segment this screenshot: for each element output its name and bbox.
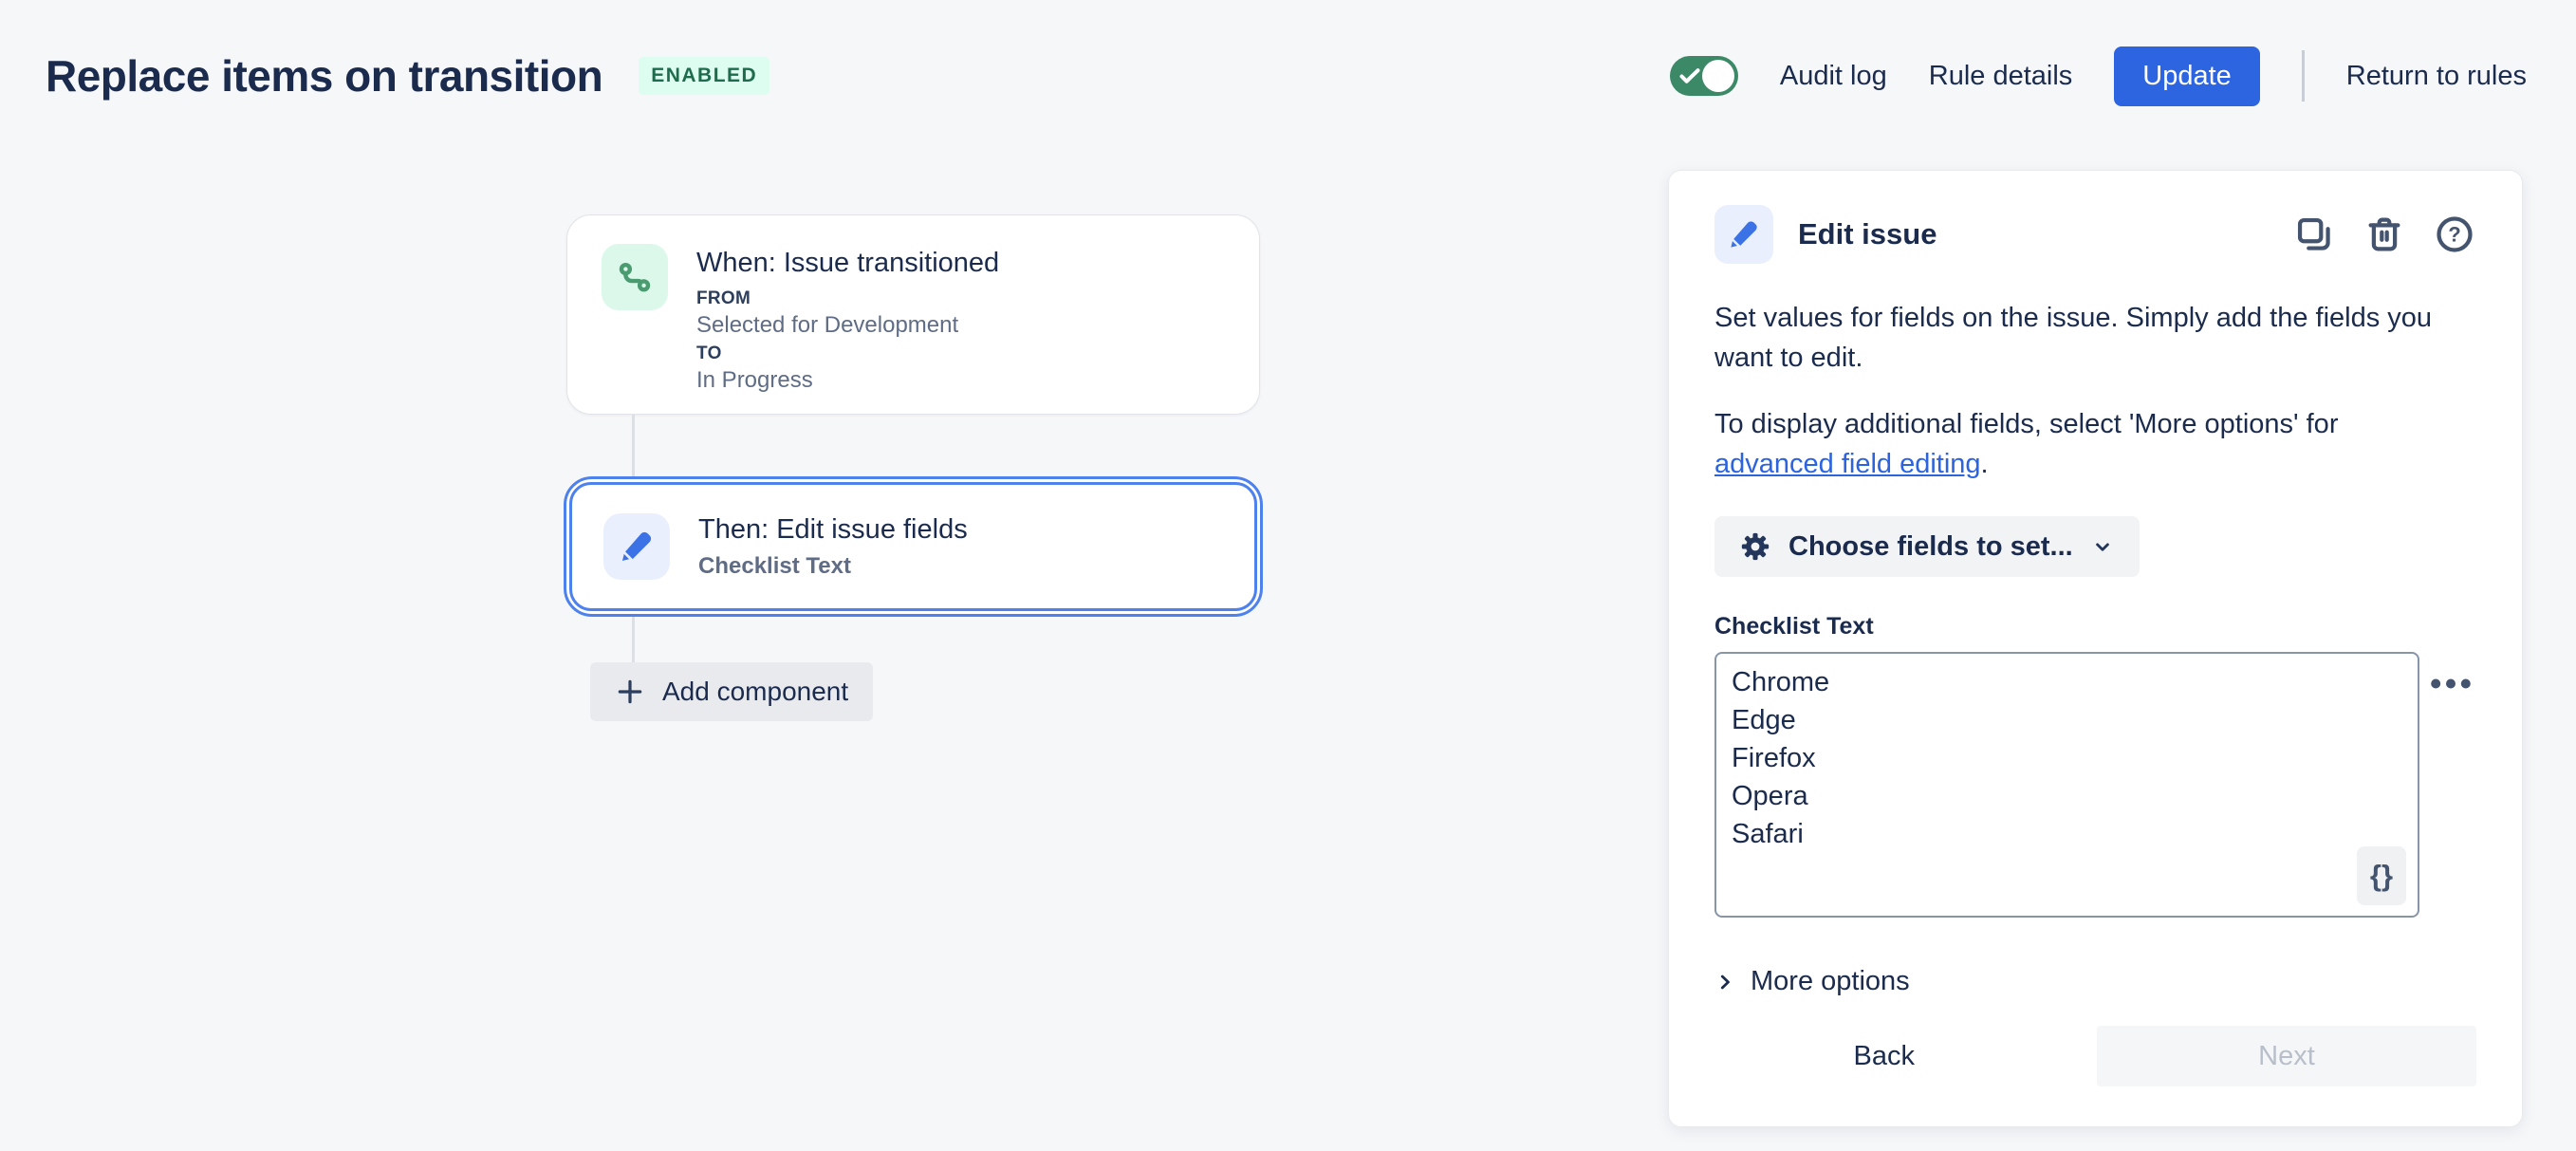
more-options-toggle[interactable]: More options xyxy=(1714,966,2476,997)
trash-icon xyxy=(2363,213,2406,256)
plus-icon xyxy=(615,677,645,707)
duplicate-button[interactable] xyxy=(2292,213,2336,256)
insert-smart-value-button[interactable]: {} xyxy=(2357,846,2406,905)
action-title: Then: Edit issue fields xyxy=(698,513,968,545)
update-button[interactable]: Update xyxy=(2114,46,2260,106)
add-component-button[interactable]: Add component xyxy=(590,662,874,721)
braces-icon: {} xyxy=(2369,859,2394,892)
return-to-rules-button[interactable]: Return to rules xyxy=(2345,60,2527,91)
page-title: Replace items on transition xyxy=(46,51,603,101)
panel-hint: To display additional fields, select 'Mo… xyxy=(1714,404,2476,484)
chevron-down-icon xyxy=(2090,534,2115,559)
help-button[interactable]: ? xyxy=(2433,213,2476,256)
header-toolbar: Audit log Rule details Update Return to … xyxy=(1669,42,2527,110)
trigger-title: When: Issue transitioned xyxy=(696,248,1000,278)
from-label: FROM xyxy=(696,288,751,308)
rule-header: Replace items on transition ENABLED xyxy=(46,42,770,110)
header-divider xyxy=(2301,50,2305,102)
rule-enabled-toggle[interactable] xyxy=(1669,56,1738,96)
rule-details-button[interactable]: Rule details xyxy=(1928,60,2073,91)
field-more-actions-button[interactable] xyxy=(2431,678,2471,689)
trigger-card[interactable]: When: Issue transitioned FROM Selected f… xyxy=(566,214,1260,415)
config-panel: Edit issue xyxy=(1668,170,2523,1127)
toggle-knob xyxy=(1701,60,1734,92)
choose-fields-button[interactable]: Choose fields to set... xyxy=(1714,516,2140,577)
pencil-icon xyxy=(603,513,670,580)
connector-line xyxy=(632,415,635,476)
transition-icon xyxy=(602,244,668,310)
gear-icon xyxy=(1739,530,1771,563)
panel-description: Set values for fields on the issue. Simp… xyxy=(1714,303,2433,373)
action-card-body: Then: Edit issue fields Checklist Text xyxy=(698,514,968,580)
more-options-label: More options xyxy=(1751,966,1910,996)
add-component-label: Add component xyxy=(662,677,849,706)
next-button[interactable]: Next xyxy=(2097,1026,2476,1086)
svg-text:?: ? xyxy=(2448,223,2460,247)
status-badge: ENABLED xyxy=(639,57,770,95)
pencil-icon xyxy=(1714,205,1773,264)
panel-header: Edit issue xyxy=(1714,205,2476,264)
to-value: In Progress xyxy=(696,367,813,393)
hint-text: To display additional fields, select 'Mo… xyxy=(1714,409,2339,439)
trigger-card-body: When: Issue transitioned FROM Selected f… xyxy=(696,244,1000,393)
audit-log-button[interactable]: Audit log xyxy=(1779,60,1887,91)
checklist-text-input[interactable]: Chrome Edge Firefox Opera Safari xyxy=(1714,652,2419,918)
hint-suffix: . xyxy=(1980,449,1989,479)
duplicate-icon xyxy=(2292,213,2336,256)
choose-fields-label: Choose fields to set... xyxy=(1788,530,2073,562)
action-card-selected[interactable]: Then: Edit issue fields Checklist Text xyxy=(564,476,1263,617)
advanced-field-editing-link[interactable]: advanced field editing xyxy=(1714,449,1981,479)
connector-line xyxy=(632,617,635,662)
panel-title: Edit issue xyxy=(1798,217,1937,251)
checklist-field-row: Chrome Edge Firefox Opera Safari {} xyxy=(1714,652,2476,922)
check-icon xyxy=(1679,68,1700,84)
help-icon: ? xyxy=(2433,213,2476,256)
panel-footer: Back Next xyxy=(1714,1026,2476,1086)
ellipsis-icon xyxy=(2431,678,2471,689)
from-value: Selected for Development xyxy=(696,312,959,338)
to-label: TO xyxy=(696,343,722,363)
delete-button[interactable] xyxy=(2363,213,2406,256)
checklist-text-label: Checklist Text xyxy=(1714,613,1874,640)
checklist-textarea-wrap: Chrome Edge Firefox Opera Safari {} xyxy=(1714,652,2419,922)
rule-canvas: When: Issue transitioned FROM Selected f… xyxy=(564,214,1263,721)
action-subtitle: Checklist Text xyxy=(698,552,851,579)
back-button[interactable]: Back xyxy=(1848,1040,1920,1073)
panel-actions: ? xyxy=(2292,213,2476,256)
chevron-right-icon xyxy=(1714,972,1735,993)
